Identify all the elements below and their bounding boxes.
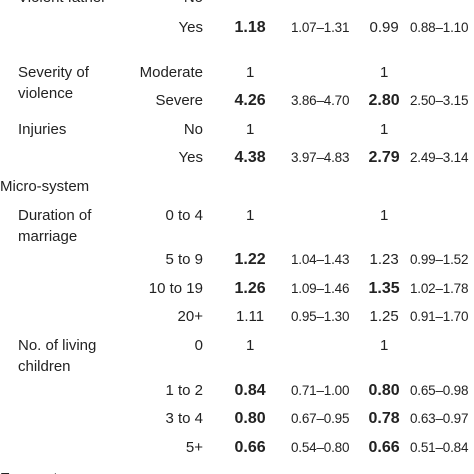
table-ci2: 0.63–0.97 [410, 411, 469, 426]
table-category: 5+ [185, 439, 203, 456]
table-variable: Injuries [18, 121, 67, 138]
table-ci2: 2.50–3.15 [410, 93, 469, 108]
table-or2: 1 [380, 207, 389, 224]
table-category: 3 to 4 [165, 410, 203, 427]
table-category: 1 to 2 [165, 382, 203, 399]
table-category: No [183, 121, 203, 138]
table-category: 0 to 4 [165, 207, 203, 224]
table-or2: 0.66 [368, 439, 400, 456]
table-or2: 1 [380, 337, 389, 354]
table-category: 10 to 19 [148, 280, 203, 297]
table-or2: 2.80 [368, 92, 400, 109]
table-or1: 1 [246, 64, 255, 81]
table-category: Severe [155, 92, 203, 109]
table-ci2: 0.51–0.84 [410, 440, 469, 455]
table-ci2: 0.91–1.70 [410, 309, 469, 324]
table-or1: 1.18 [234, 19, 266, 36]
table-or1: 1.22 [234, 251, 266, 268]
table-category: Yes [178, 149, 203, 166]
table-category: Yes [178, 19, 203, 36]
table-or1: 0.80 [234, 410, 266, 427]
table-or2: 2.79 [368, 149, 400, 166]
table-or2: 1 [380, 121, 389, 138]
table-ci1: 3.86–4.70 [291, 93, 350, 108]
table-category: No [184, 0, 203, 8]
table-category: Moderate [139, 64, 203, 81]
table-ci1: 0.71–1.00 [291, 383, 350, 398]
table-section: Micro-system [0, 178, 90, 195]
table-category: 20+ [177, 308, 203, 325]
table-or1: 0.84 [234, 382, 266, 399]
table-ci1: 1.04–1.43 [291, 252, 350, 267]
table-or1: 1 [246, 207, 255, 224]
table-ci2: 0.99–1.52 [410, 252, 469, 267]
table-ci1: 1.07–1.31 [291, 20, 350, 35]
table-or1: 1.26 [234, 280, 266, 297]
table-or1: 1 [246, 337, 255, 354]
table-or2: 1 [380, 64, 389, 81]
table-or2: 0.80 [368, 382, 400, 399]
table-variable: Severity of violence [18, 64, 89, 102]
table-or2: 1.25 [369, 308, 399, 325]
table-category: 0 [194, 337, 203, 354]
table-variable: Duration of marriage [18, 207, 92, 245]
table-or2: 0.99 [369, 19, 399, 36]
table-or2: 1.23 [369, 251, 399, 268]
table-category: 5 to 9 [165, 251, 203, 268]
table-variable: Violent father [18, 0, 130, 8]
table-ci2: 0.88–1.10 [410, 20, 469, 35]
table-or1: 4.38 [234, 149, 266, 166]
table-ci1: 0.54–0.80 [291, 440, 350, 455]
table-or2: 0.78 [368, 410, 400, 427]
table-ci2: 1.02–1.78 [410, 281, 469, 296]
table-ci2: 0.65–0.98 [410, 383, 469, 398]
table-ci1: 3.97–4.83 [291, 150, 350, 165]
table-ci1: 1.09–1.46 [291, 281, 350, 296]
table-or1: 4.26 [234, 92, 266, 109]
table-ci2: 2.49–3.14 [410, 150, 469, 165]
table-or2: 1.35 [368, 280, 400, 297]
table-section: Exo-system [0, 468, 78, 474]
table-ci1: 0.95–1.30 [291, 309, 350, 324]
table-variable: No. of living children [18, 337, 97, 375]
table-or1: 0.66 [234, 439, 266, 456]
table-or1: 1.11 [236, 308, 265, 325]
table-ci1: 0.67–0.95 [291, 411, 350, 426]
table-or1: 1 [246, 121, 255, 138]
